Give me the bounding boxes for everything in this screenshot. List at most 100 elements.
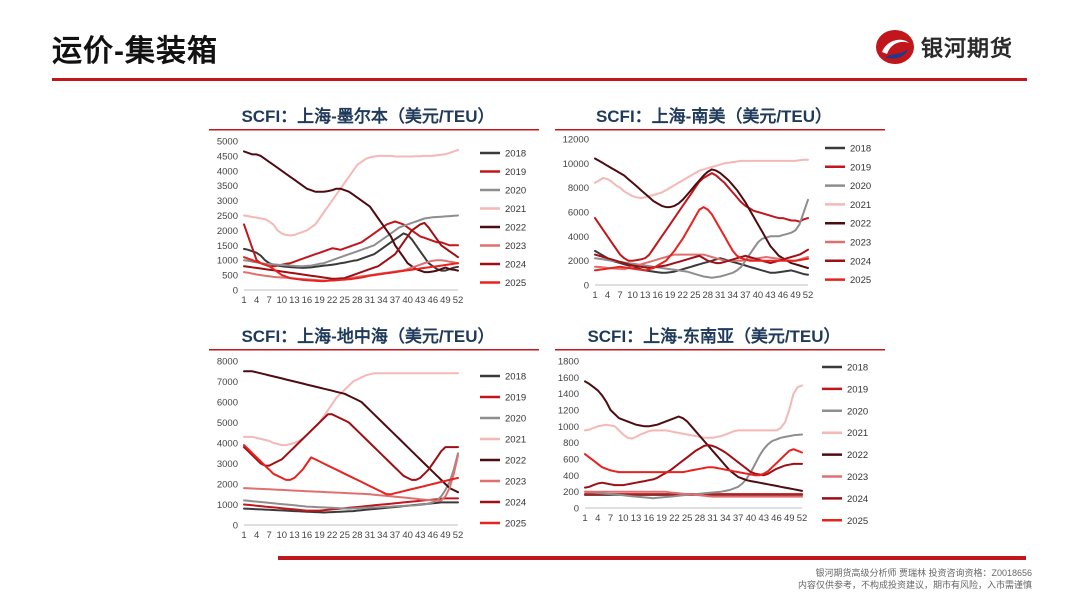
x-tick-label: 52: [797, 513, 808, 524]
header-divider: [52, 78, 1027, 81]
legend-label-2021: 2021: [505, 204, 526, 215]
y-tick-label: 1500: [217, 241, 238, 252]
legend-label-2019: 2019: [505, 393, 526, 404]
x-tick-label: 31: [365, 295, 376, 306]
y-tick-label: 400: [563, 471, 579, 482]
series-line-2024: [243, 221, 459, 280]
legend-label-2018: 2018: [847, 363, 868, 374]
x-tick-label: 16: [302, 295, 313, 306]
legend-label-2023: 2023: [847, 472, 868, 483]
x-tick-label: 37: [733, 513, 744, 524]
series-line-2024: [594, 248, 809, 269]
x-tick-label: 49: [784, 513, 795, 524]
series-line-2023: [584, 490, 803, 498]
x-tick-label: 13: [631, 513, 642, 524]
legend-label-2019: 2019: [850, 162, 871, 173]
legend-label-2022: 2022: [505, 223, 526, 234]
x-tick-label: 46: [771, 513, 782, 524]
x-tick-label: 31: [365, 530, 376, 541]
x-tick-label: 25: [682, 513, 693, 524]
series-line-2019: [594, 172, 809, 262]
legend-label-2019: 2019: [847, 384, 868, 395]
x-tick-label: 7: [267, 295, 272, 306]
legend-label-2018: 2018: [850, 144, 871, 155]
x-tick-label: 4: [595, 513, 600, 524]
y-tick-label: 7000: [217, 377, 238, 388]
y-tick-label: 3000: [217, 196, 238, 207]
x-tick-label: 28: [695, 513, 706, 524]
legend-label-2022: 2022: [847, 450, 868, 461]
x-tick-label: 22: [327, 530, 338, 541]
x-tick-label: 10: [276, 295, 287, 306]
x-tick-label: 4: [254, 295, 259, 306]
series-line-2021: [594, 158, 809, 199]
x-tick-label: 34: [720, 513, 731, 524]
x-tick-label: 52: [803, 290, 814, 301]
chart-title: SCFI：上海-地中海（美元/TEU）: [241, 326, 494, 346]
legend-label-2024: 2024: [505, 260, 526, 271]
chart-title-rule: [209, 129, 539, 131]
chart-title-rule: [209, 349, 539, 351]
legend-label-2018: 2018: [505, 372, 526, 383]
chart-panel-2: SCFI：上海-南美（美元/TEU） 0 2000 4000 6000 8000 10000…: [555, 106, 885, 301]
y-tick-label: 2000: [217, 226, 238, 237]
series-line-2025: [594, 206, 809, 272]
x-tick-label: 28: [352, 295, 363, 306]
x-tick-label: 22: [327, 295, 338, 306]
x-tick-label: 49: [440, 530, 451, 541]
x-tick-label: 34: [377, 295, 388, 306]
x-tick-label: 40: [746, 513, 757, 524]
footer-disclaimer: 银河期货高级分析师 贾瑞林 投资咨询资格：Z0018656 内容仅供参考，不构成…: [798, 567, 1032, 591]
footer-risk-line: 内容仅供参考，不构成投资建议，期市有风险，入市需谨慎: [797, 580, 1032, 590]
x-tick-label: 1: [241, 295, 246, 306]
x-tick-label: 28: [352, 530, 363, 541]
x-tick-label: 10: [618, 513, 629, 524]
y-tick-label: 0: [574, 504, 579, 515]
x-tick-label: 7: [267, 530, 272, 541]
series-line-2022: [594, 157, 809, 269]
legend-label-2021: 2021: [850, 200, 871, 211]
y-tick-label: 4000: [217, 166, 238, 177]
y-tick-label: 200: [563, 487, 579, 498]
brand-logo-icon: [876, 30, 914, 64]
x-tick-label: 43: [758, 513, 769, 524]
x-tick-label: 31: [707, 513, 718, 524]
x-tick-label: 13: [289, 530, 300, 541]
y-tick-label: 4000: [217, 439, 238, 450]
x-tick-label: 1: [241, 530, 246, 541]
series-line-2021: [243, 148, 459, 237]
x-tick-label: 1: [592, 290, 597, 301]
x-tick-label: 28: [702, 290, 713, 301]
legend-label-2019: 2019: [505, 167, 526, 178]
x-tick-label: 4: [254, 530, 259, 541]
legend-label-2023: 2023: [505, 477, 526, 488]
x-tick-label: 10: [627, 290, 638, 301]
x-tick-label: 25: [690, 290, 701, 301]
chart-title: SCFI：上海-南美（美元/TEU）: [596, 106, 832, 126]
x-tick-label: 37: [390, 295, 401, 306]
y-tick-label: 4000: [568, 232, 589, 243]
y-tick-label: 8000: [217, 357, 238, 368]
page-title: 运价-集装箱: [52, 35, 218, 68]
legend-label-2020: 2020: [847, 406, 868, 417]
legend-label-2025: 2025: [850, 275, 871, 286]
x-tick-label: 7: [608, 513, 613, 524]
series-line-2020: [243, 214, 459, 268]
series-line-2025: [243, 256, 459, 283]
y-tick-label: 1400: [558, 389, 579, 400]
series-line-2022: [243, 150, 459, 274]
x-tick-label: 19: [656, 513, 667, 524]
y-tick-label: 5000: [217, 418, 238, 429]
series-line-2025: [584, 448, 803, 477]
x-tick-label: 43: [765, 290, 776, 301]
footer-analyst-line: 银河期货高级分析师 贾瑞林 投资咨询资格：Z0018656: [815, 568, 1032, 578]
legend-label-2020: 2020: [505, 414, 526, 425]
legend-label-2023: 2023: [850, 238, 871, 249]
legend-label-2024: 2024: [847, 494, 868, 505]
x-tick-label: 43: [415, 530, 426, 541]
y-tick-label: 3000: [217, 459, 238, 470]
y-tick-label: 12000: [563, 135, 589, 146]
series-line-2025: [243, 444, 459, 496]
x-tick-label: 25: [339, 295, 350, 306]
chart-title-rule: [555, 349, 885, 351]
